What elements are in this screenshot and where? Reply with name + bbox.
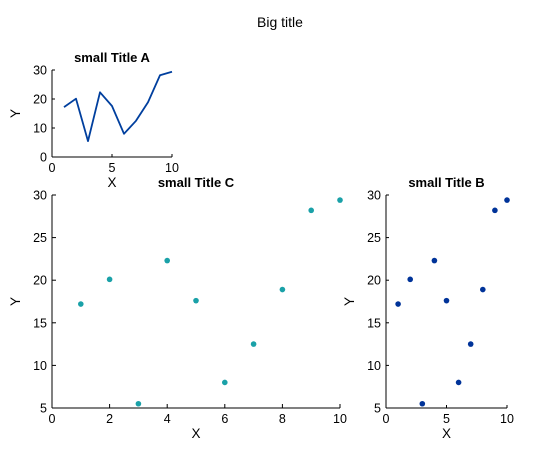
y-axis-label: Y [8, 109, 23, 118]
y-tick-label: 10 [33, 122, 47, 136]
data-point [106, 276, 113, 283]
y-axis-label: Y [8, 297, 23, 306]
data-point [78, 301, 84, 307]
data-point [395, 301, 401, 307]
y-tick-label: 10 [367, 359, 381, 373]
x-tick-label: 4 [164, 412, 171, 426]
x-tick-label: 0 [383, 412, 390, 426]
chart-panel-a: 0 5 10 0 10 20 30 small Title A X Y [8, 50, 179, 190]
x-tick-label: 5 [109, 161, 116, 175]
y-tick-label: 25 [33, 231, 47, 245]
y-tick-label: 30 [367, 189, 381, 203]
y-tick-label: 15 [367, 316, 381, 330]
data-point [164, 257, 170, 264]
data-point [193, 297, 199, 304]
data-point [504, 197, 510, 203]
x-tick-label: 2 [106, 412, 113, 426]
y-tick-label: 5 [374, 402, 381, 416]
x-tick-label: 6 [221, 412, 228, 426]
chart-title: small Title C [158, 175, 235, 190]
y-tick-label: 20 [33, 274, 47, 288]
x-tick-label: 10 [165, 161, 179, 175]
x-axis-label: X [442, 426, 451, 441]
chart-panel-c: 0 2 4 6 8 10 5 10 15 20 25 30 small Title C X Y [8, 175, 347, 441]
data-point [279, 286, 286, 293]
data-point [135, 400, 142, 407]
figure-title: Big title [257, 14, 303, 30]
y-tick-label: 0 [40, 151, 47, 165]
y-axis-label: Y [342, 297, 357, 306]
data-point [337, 197, 343, 203]
x-axis-label: X [191, 426, 200, 441]
x-tick-label: 10 [333, 412, 347, 426]
data-point [455, 379, 462, 386]
data-point [480, 286, 486, 293]
y-tick-label: 5 [40, 402, 47, 416]
data-point [467, 341, 474, 347]
x-tick-label: 8 [279, 412, 286, 426]
data-point [308, 207, 315, 214]
y-tick-label: 30 [33, 64, 47, 78]
data-point [222, 379, 228, 386]
data-point [407, 276, 414, 283]
x-tick-label: 10 [500, 412, 514, 426]
y-tick-label: 20 [33, 93, 47, 107]
x-tick-label: 0 [49, 161, 56, 175]
data-point [431, 257, 438, 264]
chart-title: small Title A [74, 50, 150, 65]
y-tick-label: 20 [367, 274, 381, 288]
x-tick-label: 0 [49, 412, 56, 426]
data-point [419, 400, 426, 407]
x-tick-label: 5 [443, 412, 450, 426]
data-point [492, 207, 498, 214]
y-tick-label: 15 [33, 316, 47, 330]
y-tick-label: 30 [33, 189, 47, 203]
chart-title: small Title B [408, 175, 484, 190]
data-point [250, 341, 257, 347]
y-tick-label: 25 [367, 231, 381, 245]
x-axis-label: X [107, 175, 116, 190]
y-tick-label: 10 [33, 359, 47, 373]
data-point [443, 297, 450, 304]
series-line [63, 70, 173, 143]
